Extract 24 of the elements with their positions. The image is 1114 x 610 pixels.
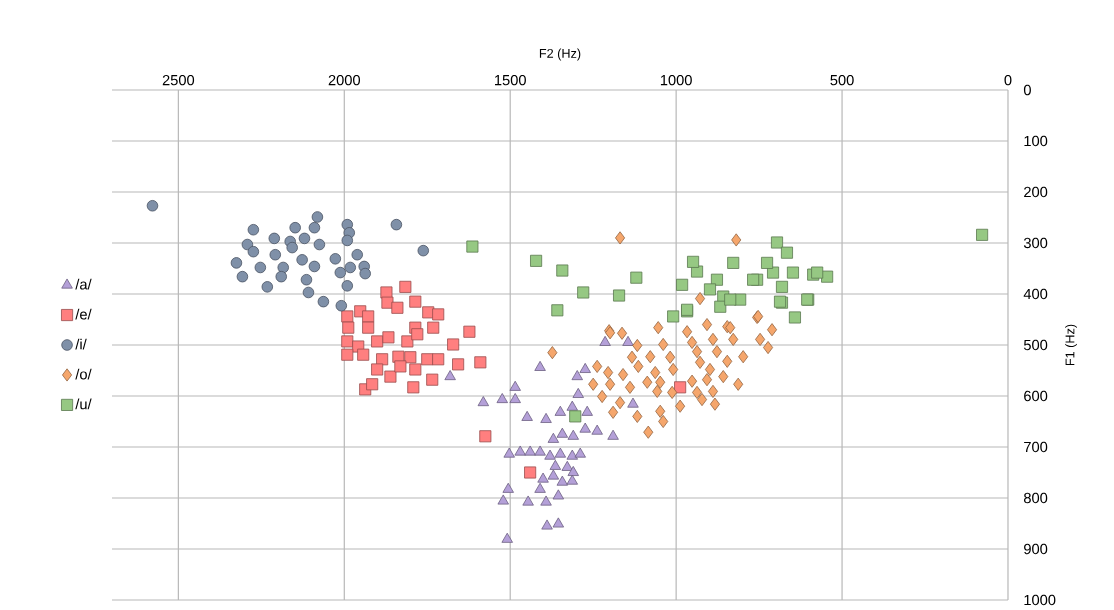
legend-label: /e/ <box>75 308 92 320</box>
y-tick-label: 1000 <box>1024 594 1056 606</box>
y-tick-label: 300 <box>1023 237 1048 249</box>
y-axis-title: F1 (Hz) <box>1065 324 1077 366</box>
legend-label: /u/ <box>75 398 92 410</box>
x-tick-label: 2000 <box>328 74 361 86</box>
y-tick-label: 500 <box>1023 339 1048 351</box>
y-tick-label: 600 <box>1024 390 1048 402</box>
y-tick-label: 100 <box>1024 135 1048 147</box>
x-tick-label: 1000 <box>660 74 692 86</box>
y-tick-label: 200 <box>1024 186 1048 198</box>
x-tick-label: 2500 <box>162 74 195 86</box>
y-tick-label: 800 <box>1023 492 1048 504</box>
x-axis-title: F2 (Hz) <box>539 48 581 61</box>
x-tick-label: 500 <box>830 74 854 86</box>
legend-label: /a/ <box>75 278 92 290</box>
legend-label: /i/ <box>75 338 87 350</box>
y-tick-label: 400 <box>1023 288 1048 300</box>
y-tick-label: 700 <box>1024 441 1048 453</box>
y-tick-label: 900 <box>1024 543 1048 555</box>
x-tick-label: 0 <box>1004 74 1012 86</box>
legend-label: /o/ <box>75 368 92 380</box>
x-tick-label: 1500 <box>495 74 526 86</box>
y-tick-label: 0 <box>1023 84 1031 96</box>
